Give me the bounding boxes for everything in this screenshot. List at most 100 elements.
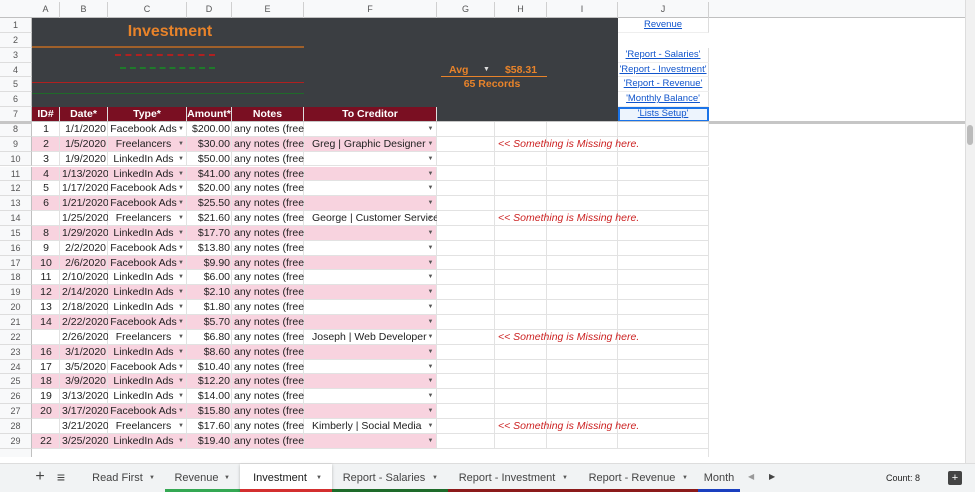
- cell: [437, 270, 495, 286]
- dropdown-arrow: ▼: [178, 125, 184, 132]
- tab-label: Revenue: [174, 472, 219, 484]
- row-number: 26: [0, 389, 32, 405]
- cell-text[interactable]: LinkedIn Ads: [113, 271, 174, 284]
- cell-text[interactable]: Freelancers: [115, 212, 172, 225]
- cell: [232, 433, 304, 449]
- sheet-tab[interactable]: Read First ▼: [82, 464, 165, 492]
- cell: [108, 404, 187, 419]
- tab-color: [698, 489, 740, 492]
- dropdown-arrow: ▼: [427, 185, 434, 192]
- tab-label: Report - Salaries: [342, 472, 426, 484]
- cell-text[interactable]: LinkedIn Ads: [113, 434, 174, 447]
- table-header: Type*: [108, 107, 187, 122]
- cell: [304, 404, 437, 419]
- sheet-tab[interactable]: Report - Revenue ▼: [578, 464, 698, 492]
- sheet-tab[interactable]: Report - Salaries ▼: [332, 464, 448, 492]
- cell: [495, 121, 547, 137]
- cell-text: 8: [43, 226, 49, 239]
- explore-button[interactable]: +: [948, 471, 962, 485]
- cell-text[interactable]: Freelancers: [115, 330, 172, 343]
- status-count[interactable]: Count: 8: [885, 473, 921, 483]
- cell-text: 3/9/2020: [65, 375, 106, 388]
- cell-text[interactable]: Facebook Ads: [110, 405, 177, 418]
- cell-text[interactable]: Facebook Ads: [110, 316, 177, 328]
- sheet-tab[interactable]: Month: [698, 464, 740, 492]
- sheet-list-button[interactable]: ≡: [56, 470, 66, 485]
- cell-text[interactable]: Freelancers: [115, 419, 172, 432]
- sheet-link[interactable]: Revenue: [618, 18, 709, 33]
- column-letter: E: [232, 2, 304, 18]
- cell-text[interactable]: Facebook Ads: [110, 360, 177, 373]
- cell: [618, 196, 709, 212]
- cell-text[interactable]: LinkedIn Ads: [113, 152, 174, 165]
- selected-cell: [618, 107, 709, 122]
- cell: [304, 418, 437, 434]
- cell: [108, 374, 187, 390]
- sheet-link[interactable]: 'Monthly Balance': [618, 92, 709, 108]
- cell-text[interactable]: LinkedIn Ads: [113, 286, 174, 299]
- cell: [547, 240, 618, 256]
- cell-text: 3/13/2020: [62, 390, 108, 403]
- cell: [32, 344, 60, 360]
- cell-text[interactable]: LinkedIn Ads: [113, 345, 174, 358]
- sheet-link[interactable]: 'Report - Investment': [618, 62, 709, 78]
- sheet-link[interactable]: 'Report - Salaries': [618, 47, 709, 63]
- tab-arrow: ▼: [149, 475, 155, 481]
- add-sheet-button[interactable]: +: [35, 470, 45, 485]
- cell: [32, 418, 60, 434]
- cell-text: any notes (free): [234, 434, 304, 447]
- cell-text[interactable]: LinkedIn Ads: [113, 375, 174, 388]
- cell: [108, 315, 187, 330]
- cell: [232, 181, 304, 197]
- dropdown-arrow: ▼: [178, 422, 184, 429]
- sheet-tab[interactable]: Investment ▼: [240, 464, 332, 492]
- dropdown-arrow: ▼: [427, 200, 434, 207]
- cell-text[interactable]: Freelancers: [115, 137, 172, 150]
- table-header: To Creditor: [304, 107, 437, 122]
- cell: [187, 404, 232, 419]
- cell: [618, 285, 709, 301]
- cell-text[interactable]: Facebook Ads: [110, 182, 177, 195]
- dropdown-arrow: ▼: [427, 408, 434, 415]
- cell-text: any notes (free): [234, 271, 304, 284]
- cell: [547, 418, 618, 434]
- cell-text: 3/17/2020: [62, 405, 108, 418]
- cell: [32, 240, 60, 256]
- cell-text[interactable]: Facebook Ads: [110, 241, 177, 254]
- cell-text[interactable]: Facebook Ads: [110, 256, 177, 269]
- cell: [547, 329, 618, 345]
- tab-scroll-left[interactable]: ◀: [748, 472, 755, 481]
- cell: [187, 121, 232, 137]
- sheet-tab[interactable]: Revenue ▼: [165, 464, 240, 492]
- summary-function[interactable]: Avg: [441, 63, 495, 78]
- cell: [618, 418, 709, 434]
- dropdown-arrow: ▼: [427, 289, 434, 296]
- cell: [304, 389, 437, 405]
- dropdown-arrow: ▼: [178, 140, 184, 147]
- cell: [618, 374, 709, 390]
- cell: [547, 151, 618, 167]
- row-number: 17: [0, 255, 32, 271]
- sheet-tab[interactable]: Report - Investment ▼: [448, 464, 578, 492]
- cell: [108, 418, 187, 434]
- cell-text: George | Customer Service: [312, 212, 437, 225]
- cell: [495, 166, 547, 182]
- cell-text: any notes (free): [234, 167, 304, 180]
- sheet-link[interactable]: 'Report - Revenue': [618, 77, 709, 93]
- cell: [108, 225, 187, 241]
- cell-text[interactable]: LinkedIn Ads: [113, 390, 174, 403]
- cell-text[interactable]: Facebook Ads: [110, 197, 177, 210]
- cell-text[interactable]: LinkedIn Ads: [113, 301, 174, 314]
- cell-text: 1/29/2020: [62, 226, 108, 239]
- cell: [32, 270, 60, 286]
- tab-label: Read First: [92, 472, 143, 484]
- cell-text[interactable]: LinkedIn Ads: [113, 226, 174, 239]
- dropdown-arrow: ▼: [427, 170, 434, 177]
- cell-text: $25.50: [197, 197, 230, 210]
- cell-text: 1/1/2020: [65, 122, 106, 135]
- cell-text: 3/1/2020: [65, 345, 106, 358]
- cell: [304, 433, 437, 449]
- cell-text[interactable]: Facebook Ads: [110, 122, 177, 135]
- cell-text[interactable]: LinkedIn Ads: [113, 167, 174, 180]
- tab-scroll-right[interactable]: ▶: [769, 472, 776, 481]
